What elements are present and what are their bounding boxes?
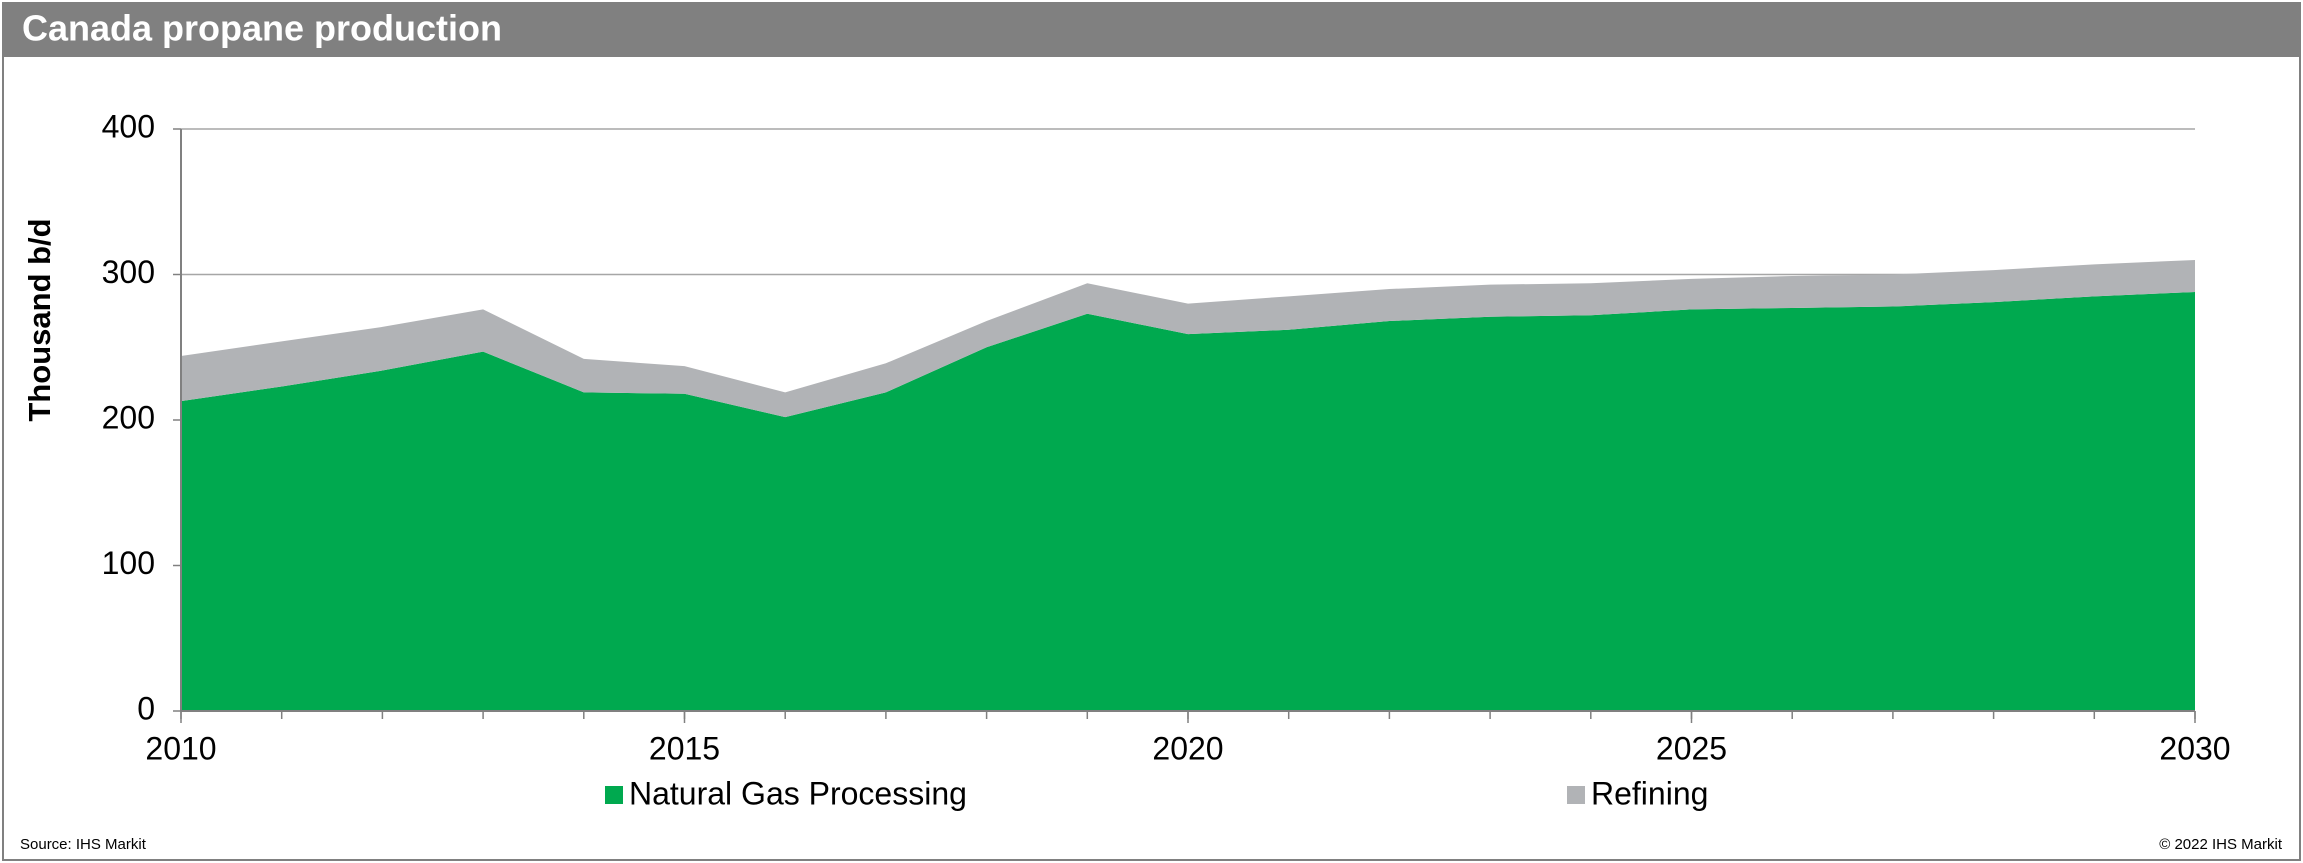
copyright: © 2022 IHS Markit: [2159, 836, 2283, 853]
x-tick-label: 2025: [1656, 730, 1727, 766]
x-tick-label: 2020: [1152, 730, 1223, 766]
legend-label: Natural Gas Processing: [629, 775, 967, 811]
y-tick-label: 100: [102, 545, 155, 581]
x-tick-label: 2030: [2159, 730, 2230, 766]
source: Source: IHS Markit: [20, 836, 147, 853]
x-tick-label: 2010: [145, 730, 216, 766]
chart-title: Canada propane production: [22, 8, 502, 49]
x-tick-label: 2015: [649, 730, 720, 766]
y-tick-label: 200: [102, 399, 155, 435]
area: [181, 291, 2195, 711]
header-bar: [3, 3, 2300, 57]
y-tick-label: 400: [102, 108, 155, 144]
legend-swatch: [1567, 786, 1585, 804]
y-tick-label: 0: [137, 690, 155, 726]
legend-label: Refining: [1591, 775, 1708, 811]
y-axis-label: Thousand b/d: [22, 218, 57, 421]
y-tick-label: 300: [102, 254, 155, 290]
area: [181, 259, 2195, 418]
legend-swatch: [605, 786, 623, 804]
